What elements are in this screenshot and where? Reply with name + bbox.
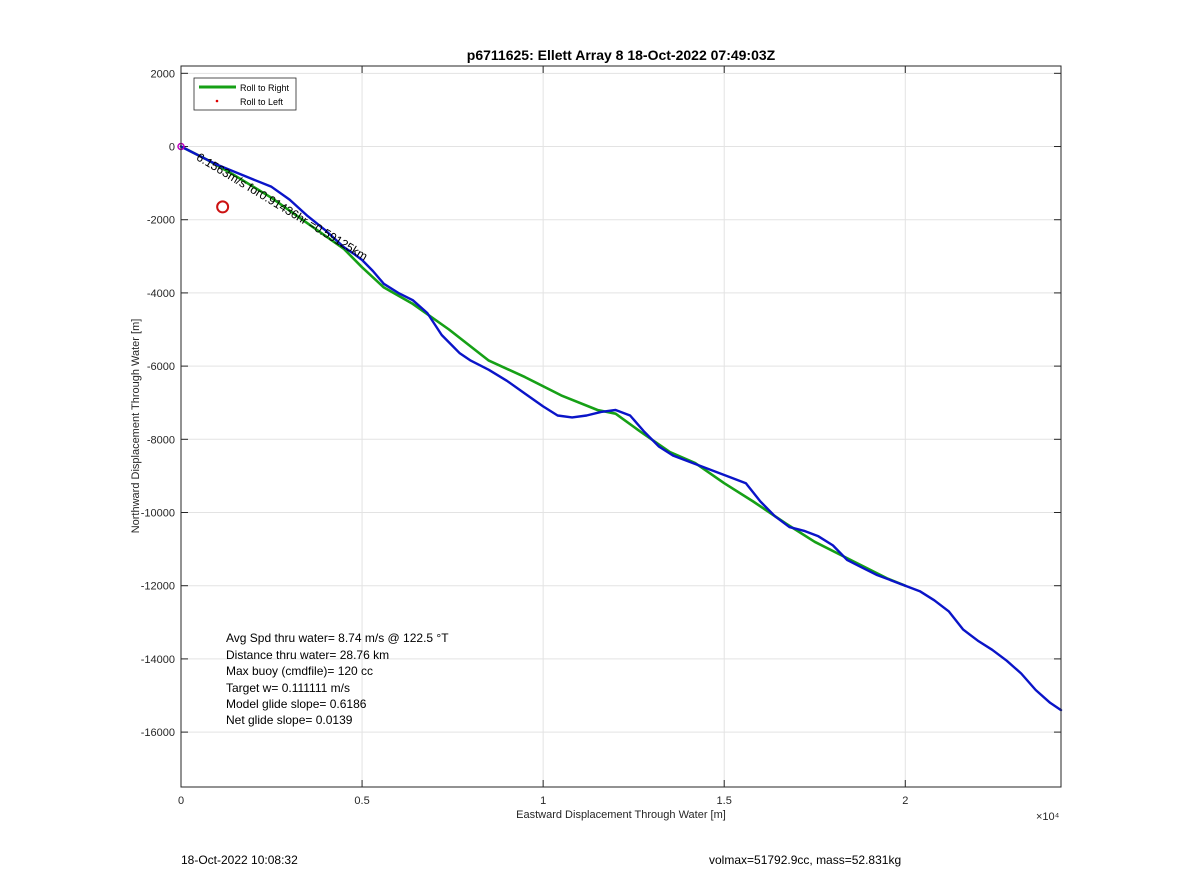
y-tick-label: -12000: [141, 581, 175, 593]
chart-title: p6711625: Ellett Array 8 18-Oct-2022 07:…: [467, 47, 776, 63]
stats-block: Avg Spd thru water= 8.74 m/s @ 122.5 °T …: [226, 631, 449, 727]
stat-distance: Distance thru water= 28.76 km: [226, 648, 389, 662]
x-tick-label: 0: [178, 795, 184, 807]
x-tick-label: 2: [902, 795, 908, 807]
legend-label-roll-left: Roll to Left: [240, 97, 284, 107]
x-exponent-label: ×10⁴: [1036, 811, 1060, 823]
x-tick-label: 0.5: [354, 795, 369, 807]
series-layer: [179, 145, 1063, 712]
y-tick-labels: 2000 0 -2000 -4000 -6000 -8000 -10000 -12000 -14…: [141, 68, 175, 739]
target-marker: [216, 200, 230, 214]
tick-marks: [180, 66, 1061, 787]
y-tick-label: 0: [169, 142, 175, 154]
y-tick-label: -14000: [141, 654, 175, 666]
y-axis-label: Northward Displacement Through Water [m]: [130, 319, 142, 534]
stat-model-glide-slope: Model glide slope= 0.6186: [226, 697, 367, 711]
legend-swatch-roll-left: [215, 99, 219, 103]
legend: Roll to Right Roll to Left: [193, 77, 297, 111]
y-tick-label: 2000: [151, 68, 175, 80]
x-tick-label: 1.5: [717, 795, 732, 807]
y-tick-label: -4000: [147, 288, 175, 300]
y-tick-label: -10000: [141, 508, 175, 520]
y-tick-label: -6000: [147, 361, 175, 373]
plot-area: [181, 66, 1061, 787]
x-tick-label: 1: [540, 795, 546, 807]
plot-frame: [180, 65, 1062, 788]
stat-net-glide-slope: Net glide slope= 0.0139: [226, 713, 353, 727]
legend-label-roll-right: Roll to Right: [240, 83, 290, 93]
stat-avg-speed: Avg Spd thru water= 8.74 m/s @ 122.5 °T: [226, 631, 449, 645]
footer-mass-info: volmax=51792.9cc, mass=52.831kg: [709, 853, 901, 867]
legend-box: [193, 77, 297, 111]
y-tick-label: -2000: [147, 215, 175, 227]
x-axis-label: Eastward Displacement Through Water [m]: [516, 809, 726, 821]
grid: [180, 66, 1061, 787]
y-tick-label: -16000: [141, 727, 175, 739]
y-tick-label: -8000: [147, 434, 175, 446]
stat-max-buoy: Max buoy (cmdfile)= 120 cc: [226, 664, 373, 678]
x-tick-labels: 0 0.5 1 1.5 2: [178, 795, 908, 807]
footer-timestamp: 18-Oct-2022 10:08:32: [181, 853, 298, 867]
series-track-line: [179, 145, 1063, 712]
stat-target-w: Target w= 0.111111 m/s: [226, 681, 350, 695]
